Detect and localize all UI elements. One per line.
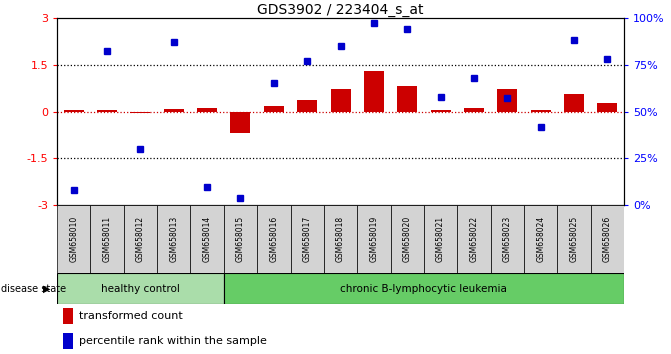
Text: GSM658014: GSM658014 xyxy=(203,216,211,262)
Bar xyxy=(597,103,617,112)
Bar xyxy=(564,94,584,112)
Bar xyxy=(464,108,484,112)
Bar xyxy=(590,205,624,273)
Bar xyxy=(457,205,491,273)
Text: GSM658016: GSM658016 xyxy=(269,216,278,262)
Bar xyxy=(157,205,191,273)
Bar xyxy=(130,112,150,113)
Bar xyxy=(62,333,73,349)
Bar xyxy=(424,205,457,273)
Text: GSM658022: GSM658022 xyxy=(470,216,478,262)
Bar xyxy=(397,86,417,112)
Text: GSM658013: GSM658013 xyxy=(169,216,178,262)
Bar xyxy=(297,99,317,112)
Text: GSM658011: GSM658011 xyxy=(103,216,111,262)
Bar xyxy=(491,205,524,273)
Text: GSM658015: GSM658015 xyxy=(236,216,245,262)
Bar xyxy=(531,110,551,112)
Text: GSM658018: GSM658018 xyxy=(336,216,345,262)
Bar xyxy=(391,205,424,273)
Bar xyxy=(164,109,184,112)
Bar xyxy=(558,205,590,273)
Text: GSM658021: GSM658021 xyxy=(436,216,445,262)
Bar xyxy=(264,106,284,112)
Bar xyxy=(431,110,451,112)
Bar xyxy=(224,273,624,304)
Bar xyxy=(291,205,324,273)
Text: GSM658020: GSM658020 xyxy=(403,216,412,262)
Bar xyxy=(364,72,384,112)
Text: chronic B-lymphocytic leukemia: chronic B-lymphocytic leukemia xyxy=(340,284,507,293)
Bar xyxy=(497,89,517,112)
Bar xyxy=(57,273,224,304)
Bar xyxy=(224,205,257,273)
Bar xyxy=(64,110,84,112)
Text: GSM658012: GSM658012 xyxy=(136,216,145,262)
Bar xyxy=(62,308,73,324)
Text: transformed count: transformed count xyxy=(79,311,183,321)
Text: percentile rank within the sample: percentile rank within the sample xyxy=(79,336,267,346)
Bar xyxy=(197,108,217,112)
Title: GDS3902 / 223404_s_at: GDS3902 / 223404_s_at xyxy=(257,3,424,17)
Bar xyxy=(123,205,157,273)
Bar xyxy=(257,205,291,273)
Bar xyxy=(331,89,350,112)
Text: disease state: disease state xyxy=(1,284,66,293)
Bar xyxy=(91,205,123,273)
Text: GSM658019: GSM658019 xyxy=(369,216,378,262)
Bar xyxy=(230,112,250,133)
Bar xyxy=(357,205,391,273)
Text: GSM658026: GSM658026 xyxy=(603,216,612,262)
Bar xyxy=(97,110,117,112)
Text: GSM658024: GSM658024 xyxy=(536,216,545,262)
Text: GSM658025: GSM658025 xyxy=(570,216,578,262)
Bar xyxy=(324,205,357,273)
Text: GSM658023: GSM658023 xyxy=(503,216,512,262)
Bar xyxy=(191,205,224,273)
Bar xyxy=(524,205,558,273)
Text: ▶: ▶ xyxy=(43,284,50,293)
Bar xyxy=(57,205,91,273)
Text: GSM658017: GSM658017 xyxy=(303,216,312,262)
Text: healthy control: healthy control xyxy=(101,284,180,293)
Text: GSM658010: GSM658010 xyxy=(69,216,79,262)
